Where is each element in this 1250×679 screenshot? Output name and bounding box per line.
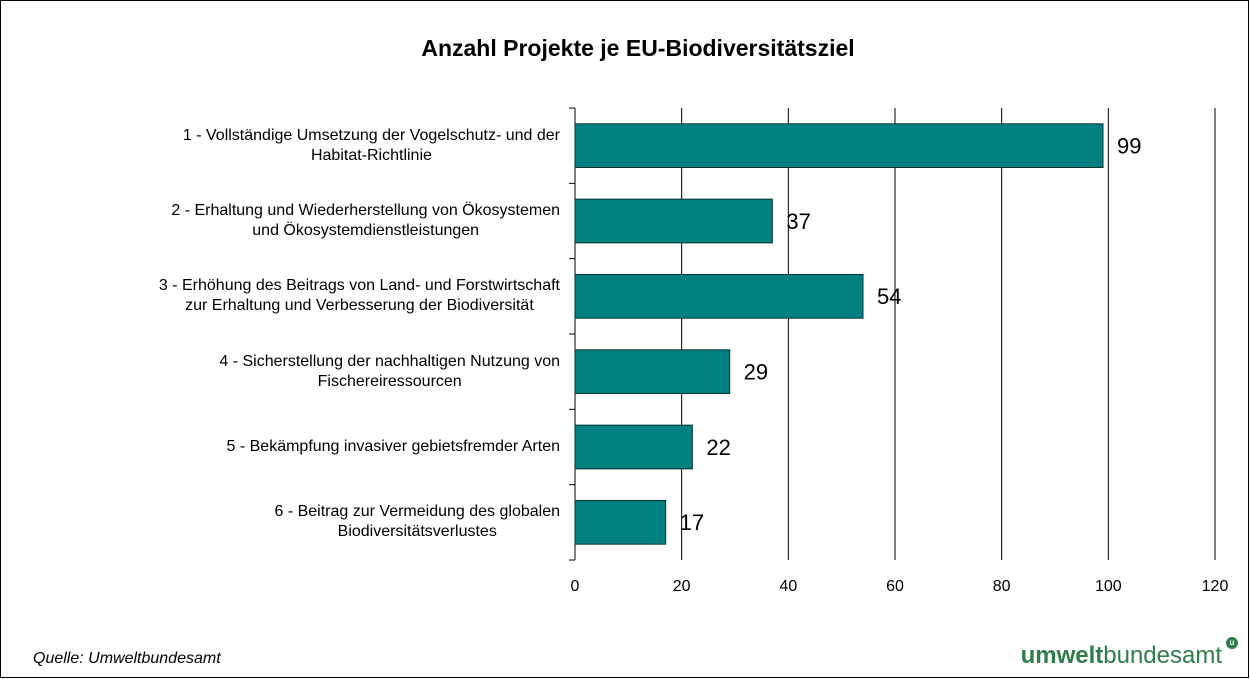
y-tick-label: 5 - Bekämpfung invasiver gebietsfremder … (226, 438, 561, 455)
x-tick-label: 40 (779, 578, 797, 595)
source: Quelle: Umweltbundesamt (33, 650, 221, 667)
bar (574, 198, 773, 244)
bar (574, 349, 731, 395)
bar (574, 123, 1104, 169)
bar (574, 499, 667, 545)
value-label: 29 (744, 359, 768, 384)
x-tick-label: 0 (571, 578, 580, 595)
y-tick-label: 2 - Erhaltung und Wiederherstellung von … (171, 202, 560, 239)
bar (574, 273, 864, 319)
logo-regular: bundesamt (1103, 642, 1222, 669)
logo-icon-glyph: u (1230, 638, 1235, 647)
y-tick-label: 3 - Erhöhung des Beitrags von Land- und … (158, 277, 560, 315)
logo: umweltbundesamt (1021, 642, 1222, 670)
value-label: 17 (680, 510, 704, 535)
x-tick-label: 80 (993, 578, 1011, 595)
y-tick-label: 4 - Sicherstellung der nachhaltigen Nutz… (219, 352, 560, 390)
value-label: 54 (877, 284, 901, 309)
value-label: 99 (1117, 133, 1141, 158)
bar (574, 424, 693, 470)
chart-title: Anzahl Projekte je EU-Biodiversitätsziel (421, 35, 854, 61)
y-tick-label: 6 - Beitrag zur Vermeidung des globalen … (274, 503, 560, 541)
logo-icon (1226, 637, 1238, 649)
x-tick-label: 100 (1095, 578, 1122, 595)
logo-bold: umwelt (1020, 642, 1104, 669)
value-label: 37 (786, 209, 810, 234)
value-label: 22 (706, 435, 730, 460)
x-tick-label: 120 (1202, 578, 1229, 595)
x-tick-label: 60 (886, 578, 904, 595)
x-tick-label: 20 (673, 578, 691, 595)
y-tick-label: 1 - Vollständige Umsetzung der Vogelschu… (182, 126, 560, 164)
